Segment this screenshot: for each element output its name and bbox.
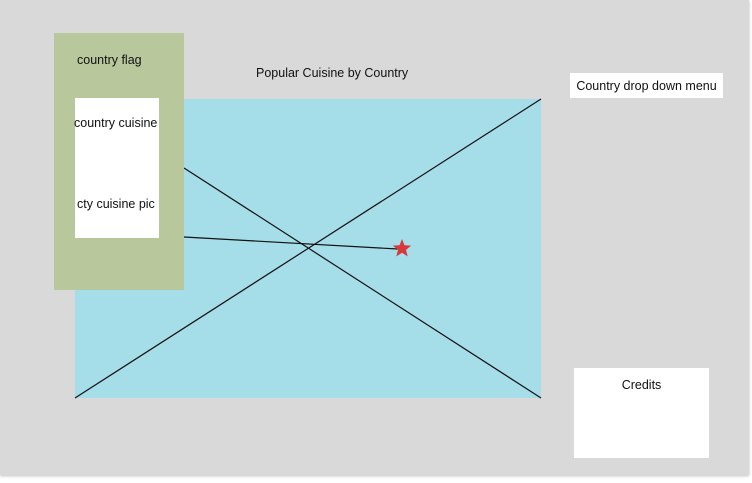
country-dropdown[interactable]: Country drop down menu	[570, 73, 723, 98]
country-cuisine-label: country cuisine	[74, 116, 158, 130]
wireframe-canvas: Popular Cuisine by Country country flag …	[0, 0, 749, 475]
credits-label: Credits	[621, 378, 662, 392]
placeholder-cross-line-2	[183, 167, 542, 399]
star-icon[interactable]	[392, 239, 412, 257]
cuisine-picture-label: cty cuisine pic	[77, 197, 155, 211]
credits-box: Credits	[574, 368, 709, 458]
connector-line	[183, 236, 399, 250]
cuisine-card	[75, 98, 159, 238]
page-title: Popular Cuisine by Country	[256, 66, 409, 80]
country-flag-label: country flag	[77, 53, 142, 67]
